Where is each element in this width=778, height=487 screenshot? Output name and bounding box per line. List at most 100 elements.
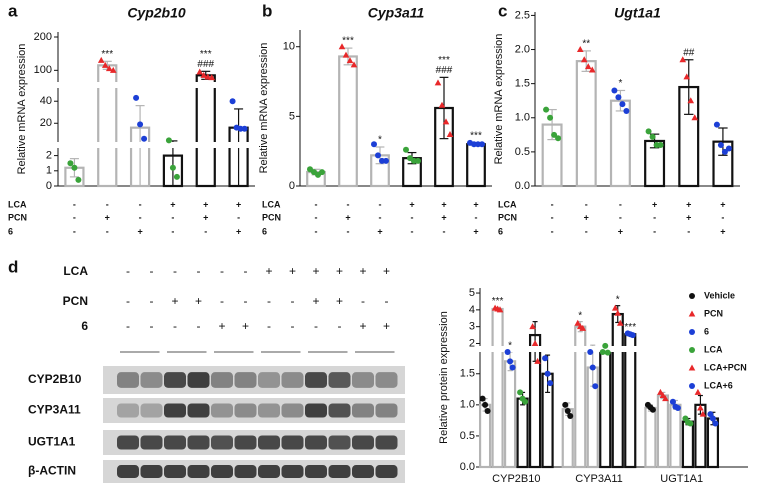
treatment-sign: - — [291, 319, 295, 333]
panel-letter: d — [8, 257, 18, 276]
data-point — [687, 420, 694, 427]
blot-band — [187, 465, 210, 478]
data-point — [446, 130, 454, 137]
data-point — [669, 398, 676, 405]
y-axis-title: Relative mRNA expression — [16, 44, 28, 175]
panel-letter: c — [498, 1, 507, 20]
treatment-sign: - — [687, 226, 690, 236]
blot-strip — [103, 398, 405, 423]
significance: * — [508, 341, 512, 352]
legend-label: PCN — [704, 308, 723, 318]
treatment-sign: + — [195, 294, 202, 308]
blot-band — [234, 465, 257, 478]
treatment-sign: - — [106, 199, 109, 209]
data-point — [346, 57, 354, 64]
treatment-sign: + — [686, 212, 691, 222]
treatment-sign: + — [170, 199, 175, 209]
blot-band — [140, 435, 163, 450]
data-point — [67, 160, 74, 167]
treatment-sign: + — [473, 199, 478, 209]
treatment-sign: - — [411, 212, 414, 222]
y-tick-label: 1.5 — [460, 368, 475, 380]
data-point — [484, 408, 491, 415]
data-point — [645, 128, 652, 135]
y-tick-label: 40 — [40, 95, 52, 107]
data-point — [383, 157, 389, 164]
chart-title: Ugt1a1 — [614, 5, 661, 21]
blot-band — [375, 372, 398, 388]
blot-band — [375, 403, 398, 418]
blot-band — [211, 403, 233, 418]
treatment-sign: - — [551, 226, 554, 236]
blot-band — [258, 372, 280, 388]
treatment-sign: + — [218, 319, 225, 333]
data-point — [71, 164, 78, 171]
treatment-sign: - — [315, 212, 318, 222]
treatment-sign: + — [618, 226, 623, 236]
blot-band — [187, 372, 210, 388]
data-point — [109, 66, 117, 73]
treatment-sign: - — [150, 294, 154, 308]
treatment-sign: - — [197, 264, 201, 278]
data-point — [649, 133, 656, 140]
blot-band — [328, 465, 351, 478]
treatment-label: 6 — [81, 319, 88, 333]
treatment-sign: - — [126, 319, 130, 333]
treatment-label: PCN — [63, 294, 88, 308]
treatment-sign: + — [105, 212, 110, 222]
data-point — [689, 329, 695, 335]
band-label: CYP2B10 — [28, 372, 82, 386]
y-tick-label: 5 — [469, 287, 475, 299]
data-point — [547, 380, 554, 387]
y-tick-label: 1.5 — [515, 78, 530, 90]
treatment-sign: - — [347, 226, 350, 236]
bar — [575, 60, 597, 188]
data-point — [689, 383, 695, 389]
data-point — [574, 319, 582, 326]
data-point — [137, 121, 144, 128]
treatment-label: 6 — [8, 226, 13, 236]
significance: *** — [624, 322, 636, 333]
treatment-sign: - — [150, 264, 154, 278]
data-point — [688, 310, 696, 317]
data-point — [707, 411, 714, 418]
y-axis-title: Relative mRNA expression — [493, 34, 505, 165]
treatment-sign: - — [653, 226, 656, 236]
band-label: UGT1A1 — [28, 435, 76, 449]
treatment-sign: - — [347, 199, 350, 209]
significance: *** — [342, 36, 354, 47]
data-point — [584, 63, 592, 70]
treatment-sign: - — [443, 226, 446, 236]
data-point — [657, 388, 664, 395]
treatment-sign: + — [345, 212, 350, 222]
blot-band — [328, 435, 351, 450]
blot-band — [117, 403, 139, 418]
data-point — [529, 323, 536, 330]
significance: ** — [582, 39, 590, 50]
blot-band — [305, 403, 327, 418]
blot-band — [352, 403, 374, 418]
data-point — [204, 73, 212, 80]
data-point — [589, 364, 596, 371]
blot-band — [117, 372, 139, 388]
data-point — [721, 148, 728, 155]
treatment-sign: + — [336, 294, 343, 308]
treatment-sign: - — [106, 226, 109, 236]
data-point — [542, 355, 549, 362]
blot-band — [258, 435, 280, 450]
data-point — [551, 131, 558, 138]
data-point — [599, 349, 606, 355]
data-point — [689, 347, 695, 353]
blot-band — [258, 465, 280, 478]
data-point — [208, 74, 216, 81]
treatment-sign: - — [475, 212, 478, 222]
blot-band — [187, 403, 210, 418]
data-point — [517, 389, 524, 396]
data-point — [688, 364, 696, 371]
data-point — [691, 114, 699, 121]
treatment-sign: - — [619, 212, 622, 222]
treatment-sign: - — [379, 199, 382, 209]
blot-band — [375, 465, 398, 478]
treatment-sign: - — [315, 226, 318, 236]
